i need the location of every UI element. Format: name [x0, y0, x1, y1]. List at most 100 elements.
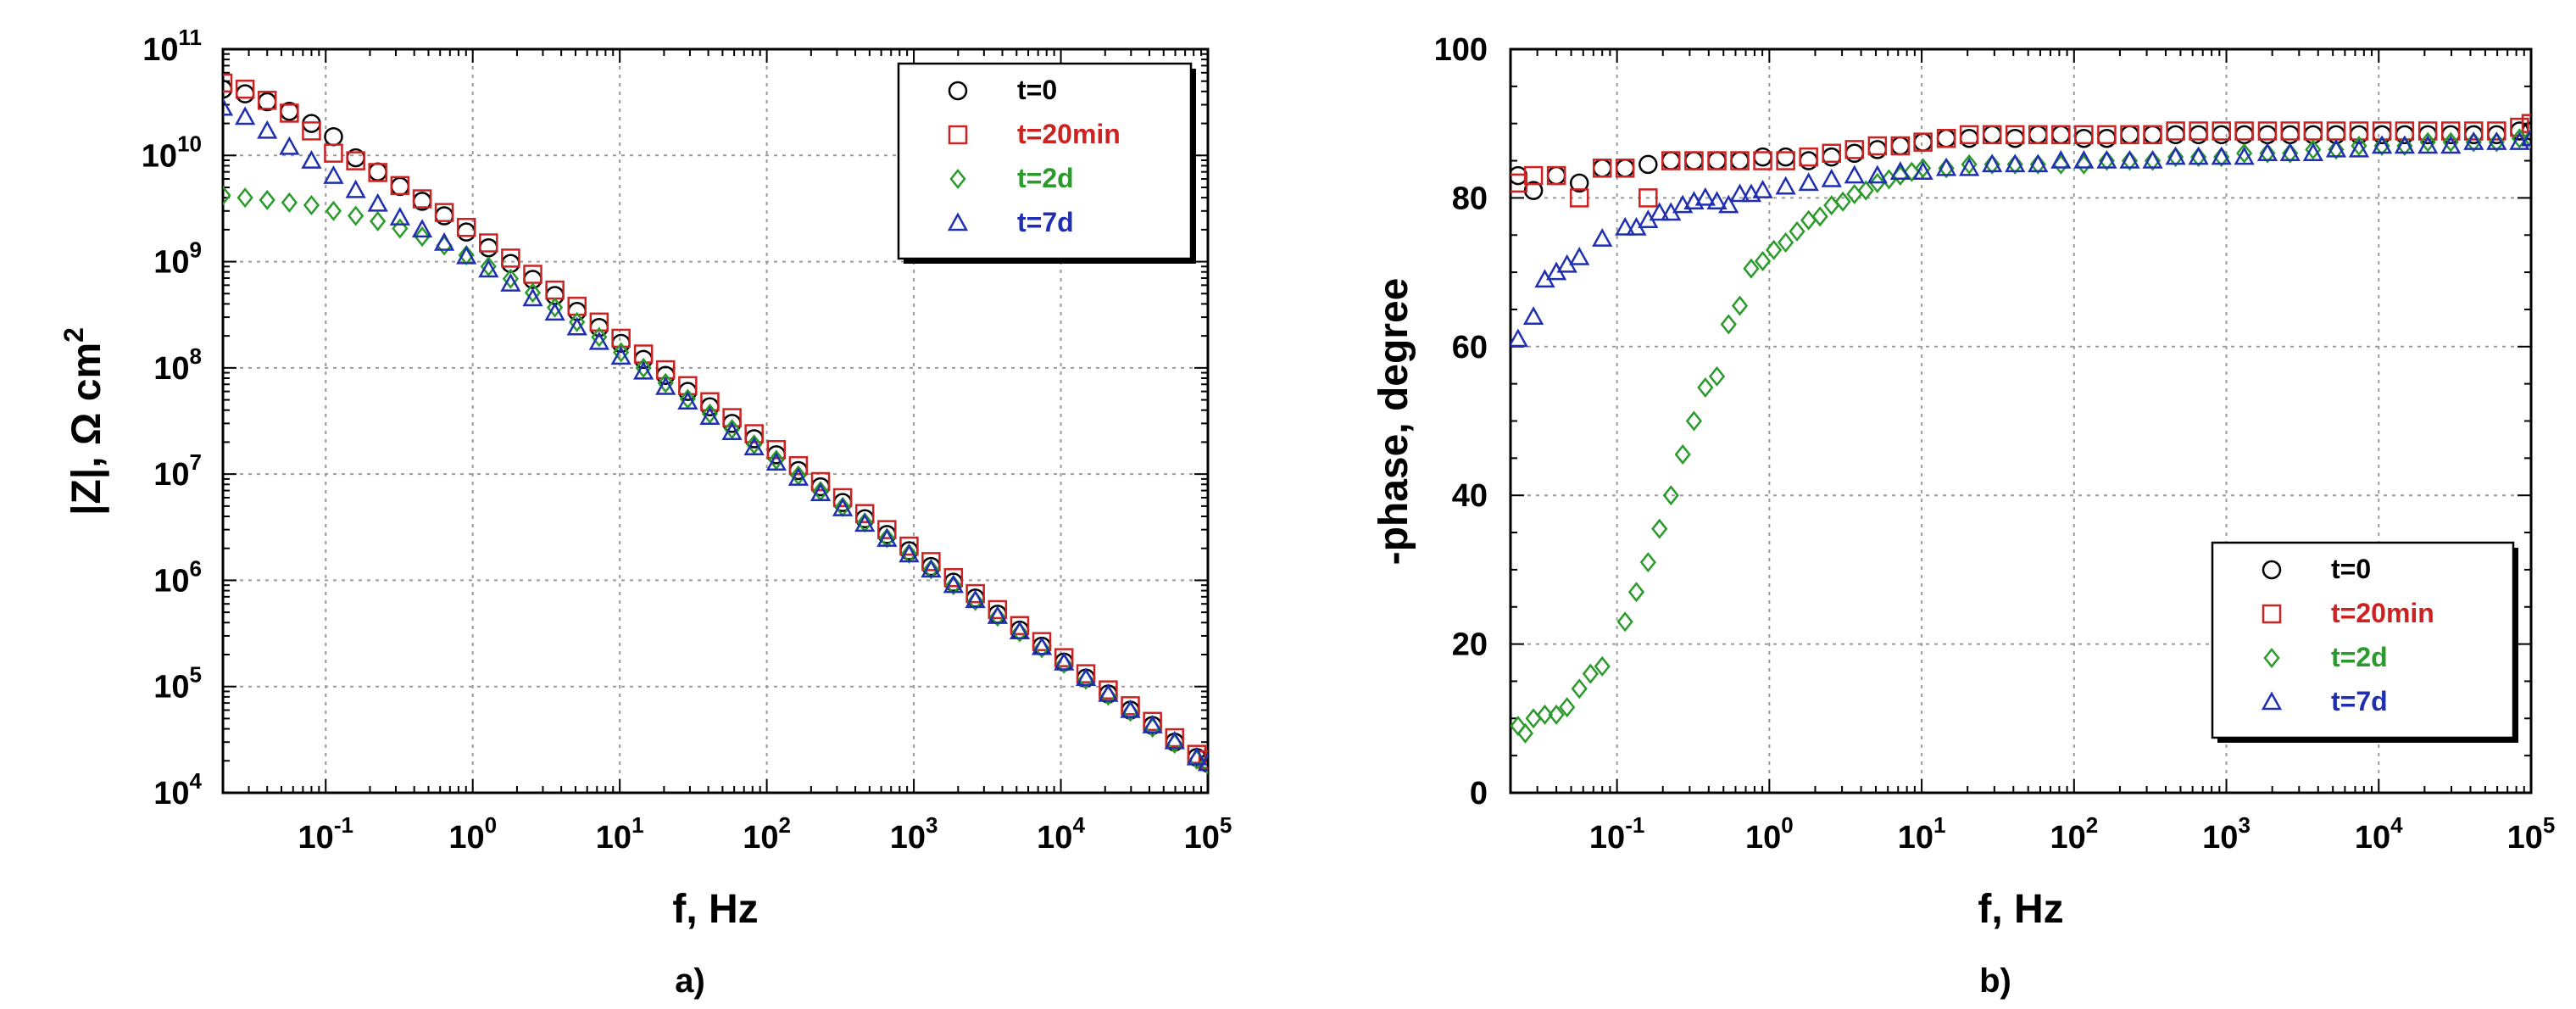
y-axis-title-superscript: 2 [58, 327, 89, 343]
data-point [1857, 180, 1874, 201]
data-point [479, 237, 498, 258]
data-point [456, 217, 476, 237]
data-point [2212, 121, 2231, 141]
data-point [1186, 746, 1207, 766]
legend-label: t=0 [2331, 554, 2371, 584]
data-point [768, 449, 785, 471]
y-tick-label: 20 [1452, 627, 1488, 663]
data-point [345, 179, 366, 198]
data-point [2328, 139, 2345, 160]
data-point [1546, 165, 1566, 186]
y-tick-label: 80 [1452, 181, 1488, 216]
data-point [2005, 125, 2025, 145]
y-tick-base: 10 [153, 670, 189, 705]
data-point [2280, 125, 2300, 145]
data-point [2257, 121, 2278, 141]
data-point [324, 143, 343, 163]
data-point [1982, 153, 2003, 173]
legend-box [2211, 541, 2515, 739]
data-point [2028, 125, 2048, 145]
legend-label: t=20min [2331, 598, 2434, 628]
x-tick-base: 10 [743, 820, 778, 856]
data-point [1983, 153, 2000, 175]
x-tick-exponent: 2 [779, 812, 791, 838]
legend-label: t=7d [1017, 207, 1074, 237]
data-point [257, 91, 277, 110]
data-point [368, 162, 387, 181]
data-point [2143, 125, 2162, 145]
data-point [1120, 699, 1141, 718]
data-point [1798, 172, 1819, 192]
data-point [657, 372, 674, 393]
data-point [1753, 151, 1772, 170]
x-tick-exponent: -1 [334, 812, 353, 838]
data-point [1823, 195, 1840, 216]
data-point [1054, 648, 1074, 667]
data-point [1627, 582, 1645, 603]
data-point [2280, 121, 2300, 141]
data-point [524, 282, 542, 304]
data-point [788, 455, 809, 476]
data-point [1594, 655, 1611, 677]
plot-frame [221, 47, 1210, 794]
y-tick-base: 10 [153, 563, 189, 599]
y-tick-label: 1011 [142, 25, 202, 68]
gridlines [223, 49, 1208, 793]
data-point [2373, 136, 2390, 157]
data-point [1651, 518, 1668, 539]
data-point [1197, 752, 1208, 772]
data-point [1099, 680, 1118, 700]
data-point [544, 302, 565, 321]
data-point [1867, 140, 1888, 159]
legend-marker [948, 125, 968, 145]
data-point [2143, 125, 2162, 145]
data-point [1685, 410, 1703, 432]
data-point [2028, 125, 2048, 145]
data-point [223, 73, 233, 93]
data-point [987, 605, 1008, 624]
x-axis-title: f, Hz [1978, 887, 2063, 932]
data-point [1867, 136, 1888, 156]
data-point [1718, 194, 1739, 214]
x-tick-label: 102 [743, 812, 791, 856]
data-point [2167, 147, 2184, 168]
data-point [2165, 146, 2186, 165]
panel-label: b) [1979, 962, 2011, 1000]
data-point [613, 342, 630, 363]
data-point [2440, 135, 2462, 154]
legend: t=0 t=20min t=2d t=7d [2211, 541, 2518, 743]
data-point [899, 536, 919, 556]
data-point [2098, 150, 2116, 171]
data-point [223, 185, 231, 206]
data-point [303, 194, 320, 215]
data-point [1010, 616, 1030, 636]
data-point [2396, 136, 2413, 157]
x-axis-title: f, Hz [672, 887, 758, 932]
data-point [2279, 142, 2301, 162]
data-point [2463, 131, 2484, 150]
data-point [1731, 295, 1749, 316]
data-point [2075, 153, 2092, 175]
data-point [2486, 131, 2507, 150]
y-tick-label: 100 [1434, 32, 1488, 68]
data-point [2097, 128, 2117, 148]
x-tick-label: 105 [2507, 812, 2556, 856]
data-point [1694, 187, 1716, 206]
data-point [1844, 164, 1865, 184]
y-tick-exponent: 10 [177, 131, 202, 156]
data-point [2121, 150, 2139, 171]
x-tick-base: 10 [1745, 820, 1781, 856]
data-point [1982, 125, 2002, 145]
data-point [1615, 159, 1635, 178]
data-point [588, 331, 609, 350]
y-tick-base: 10 [142, 138, 177, 174]
y-axis-title-text: -phase, degree [1371, 278, 1416, 566]
data-point [2372, 125, 2392, 145]
data-point [722, 408, 742, 427]
data-point [2097, 125, 2117, 145]
x-tick-exponent: 3 [926, 812, 937, 838]
data-point [2234, 146, 2255, 165]
data-point [1639, 552, 1656, 573]
data-point [1198, 750, 1208, 770]
data-point [1616, 611, 1633, 633]
